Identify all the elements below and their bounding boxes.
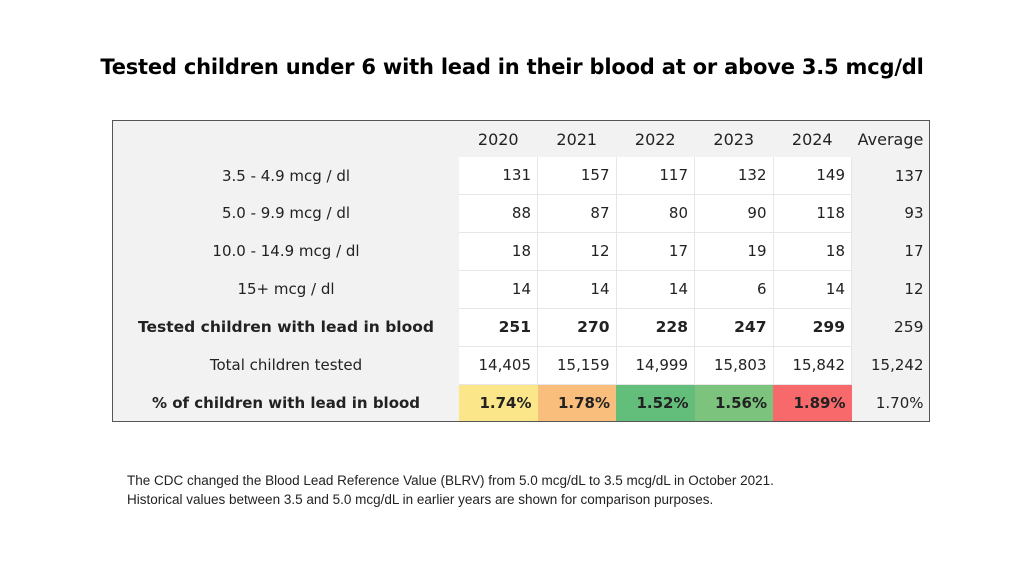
row-label: 15+ mcg / dl [237, 280, 335, 298]
header-2024: 2024 [791, 129, 833, 149]
row-label: 5.0 - 9.9 mcg / dl [221, 204, 351, 222]
table-cell: 149 [773, 157, 852, 195]
table-cell: 14 [459, 270, 538, 309]
percent-cell: 1.89% [773, 384, 852, 421]
table-cell: 14 [773, 270, 852, 309]
header-empty [113, 121, 459, 157]
table-cell: 88 [459, 194, 538, 233]
percent-cell: 1.74% [459, 384, 538, 421]
footnote-line-2: Historical values between 3.5 and 5.0 mc… [127, 492, 714, 507]
table-header-row: 2020 2021 2022 2023 2024 Average [113, 121, 930, 157]
table-cell: 80 [616, 194, 695, 233]
table-cell: 251 [459, 308, 538, 347]
average-cell: 1.70% [875, 393, 924, 412]
percent-cell: 1.52% [616, 384, 695, 421]
header-2020: 2020 [477, 129, 519, 149]
table-cell: 18 [459, 232, 538, 271]
table-row: 3.5 - 4.9 mcg / dl 131 157 117 132 149 1… [113, 157, 930, 195]
header-2022: 2022 [634, 129, 676, 149]
table-cell: 131 [459, 157, 538, 195]
table-cell: 14 [537, 270, 617, 309]
table-cell: 117 [616, 157, 695, 195]
table-cell: 15,842 [773, 346, 852, 385]
table-cell: 17 [616, 232, 695, 271]
table-row-total-positive: Tested children with lead in blood 251 2… [113, 308, 930, 347]
table-cell: 14,999 [616, 346, 695, 385]
footnote: The CDC changed the Blood Lead Reference… [127, 471, 927, 509]
footnote-line-1: The CDC changed the Blood Lead Reference… [127, 473, 774, 488]
table-cell: 90 [694, 194, 774, 233]
table-cell: 14 [616, 270, 695, 309]
table-cell: 247 [694, 308, 774, 347]
table-row: 15+ mcg / dl 14 14 14 6 14 12 [113, 270, 930, 309]
table-cell: 19 [694, 232, 774, 271]
table-cell: 14,405 [459, 346, 538, 385]
row-label: % of children with lead in blood [151, 393, 421, 412]
table-cell: 18 [773, 232, 852, 271]
average-cell: 15,242 [871, 356, 924, 374]
row-label: Total children tested [209, 356, 363, 374]
row-label: Tested children with lead in blood [138, 318, 434, 336]
row-label: 3.5 - 4.9 mcg / dl [221, 166, 351, 185]
average-cell: 259 [893, 318, 924, 336]
average-cell: 12 [904, 280, 924, 298]
percent-cell: 1.78% [537, 384, 616, 421]
table-cell: 270 [537, 308, 617, 347]
table-cell: 228 [616, 308, 695, 347]
average-cell: 137 [894, 166, 924, 185]
table-row: 10.0 - 14.9 mcg / dl 18 12 17 19 18 17 [113, 232, 930, 271]
percent-cell: 1.56% [694, 384, 773, 421]
header-2023: 2023 [713, 129, 755, 149]
table-cell: 87 [537, 194, 617, 233]
row-label: 10.0 - 14.9 mcg / dl [212, 242, 360, 260]
table-row-total-tested: Total children tested 14,405 15,159 14,9… [113, 346, 930, 385]
table-cell: 157 [537, 157, 617, 195]
table-cell: 15,159 [537, 346, 617, 385]
lead-data-table: 2020 2021 2022 2023 2024 Average 3.5 - 4… [112, 120, 930, 422]
table-cell: 299 [773, 308, 852, 347]
average-cell: 17 [904, 242, 924, 260]
table-row-percent: % of children with lead in blood 1.74% 1… [113, 384, 930, 421]
table-cell: 15,803 [694, 346, 774, 385]
table-cell: 132 [694, 157, 774, 195]
average-cell: 93 [904, 204, 924, 222]
table-cell: 118 [773, 194, 852, 233]
table-cell: 12 [537, 232, 617, 271]
table-row: 5.0 - 9.9 mcg / dl 88 87 80 90 118 93 [113, 194, 930, 233]
page-title: Tested children under 6 with lead in the… [100, 55, 924, 79]
table-cell: 6 [694, 270, 774, 309]
header-average: Average [857, 129, 924, 149]
header-2021: 2021 [556, 129, 598, 149]
